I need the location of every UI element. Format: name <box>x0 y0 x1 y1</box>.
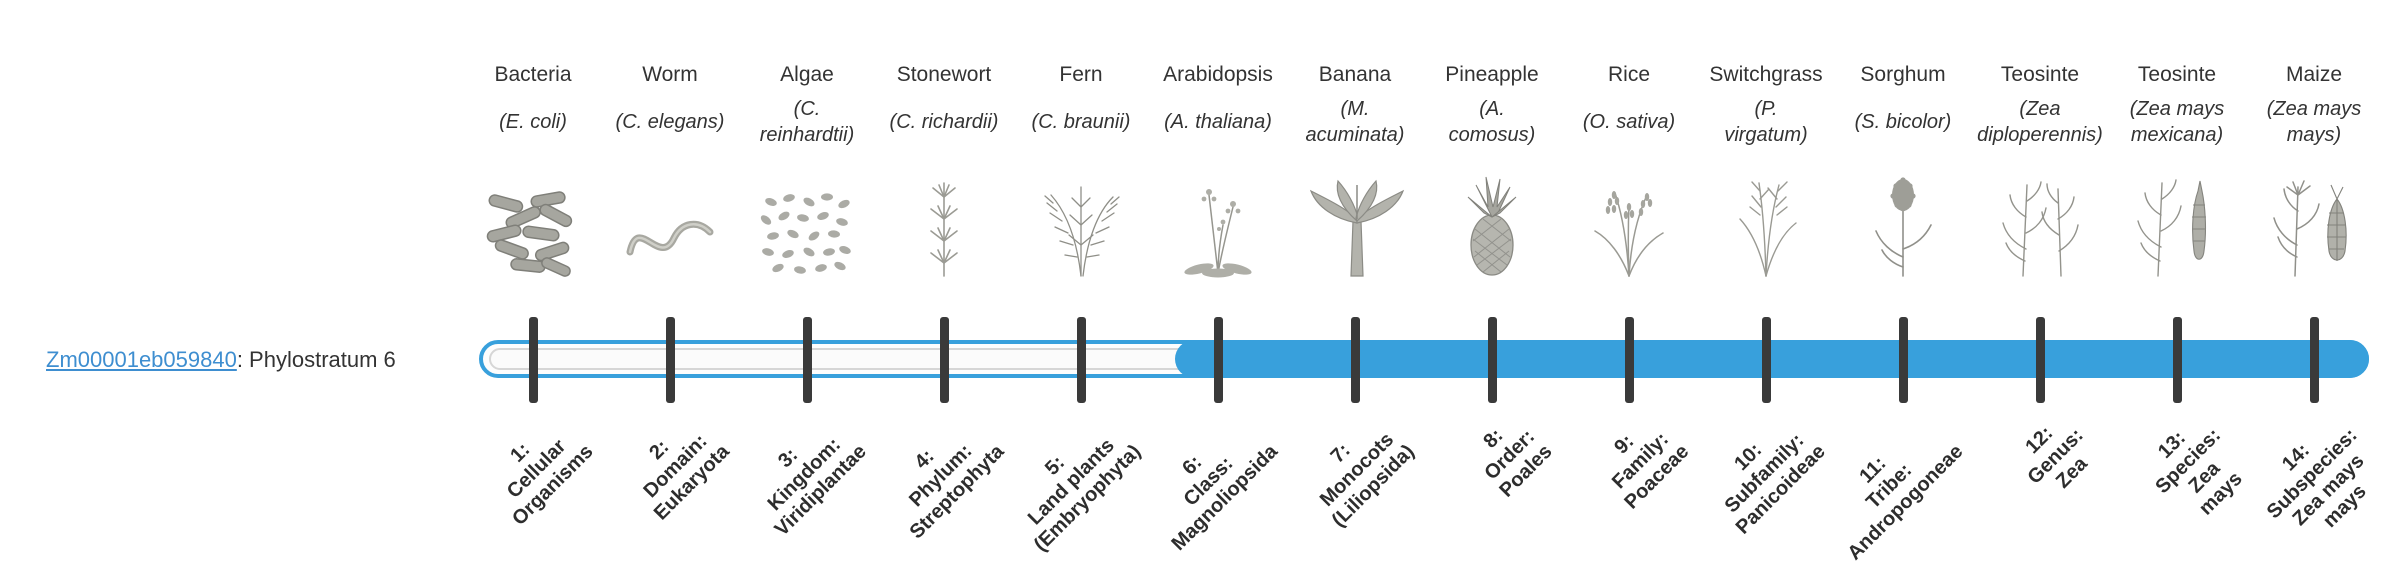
organism-name: Rice <box>1607 63 1650 86</box>
organism-name: Banana <box>1318 63 1392 86</box>
teosinte-icon <box>2137 179 2207 277</box>
phylostratum-label-9: 9: Family: Poaceae <box>1607 428 1694 514</box>
organism-scientific-name: (C. richardii) <box>889 111 999 133</box>
organism-column-worm: Worm (C. elegans) <box>585 62 755 278</box>
organism-name: Pineapple <box>1445 63 1539 86</box>
switchgrass-icon <box>1739 181 1797 277</box>
sorghum-icon <box>1875 177 1932 277</box>
organism-column-rice: Rice (O. sativa) <box>1544 62 1714 278</box>
gene-id-link[interactable]: Zm00001eb059840 <box>46 347 237 372</box>
phylostratum-tick-9 <box>1625 317 1634 403</box>
organism-column-sorghum: Sorghum (S. bicolor) <box>1818 62 1988 278</box>
organism-name: Worm <box>642 63 698 86</box>
algae-icon <box>760 193 851 274</box>
phylostratum-label-1: 1: Cellular Organisms <box>502 435 598 530</box>
organism-scientific-name: (C. reinhardtii) <box>759 98 855 146</box>
phylostratum-tick-3 <box>803 317 812 403</box>
organism-scientific-name: (Zea diploperennis) <box>1977 98 2103 146</box>
organism-scientific-name: (Zea mays mexicana) <box>2129 98 2225 146</box>
organism-scientific-name: (M. acuminata) <box>1305 98 1405 146</box>
banana-icon <box>1309 179 1405 277</box>
organism-name: Switchgrass <box>1709 63 1823 86</box>
organism-name: Fern <box>1059 63 1103 86</box>
organism-scientific-name: (Zea mays mays) <box>2266 98 2362 146</box>
organism-name: Teosinte <box>2137 63 2217 86</box>
fern-icon <box>1044 186 1120 277</box>
organism-scientific-name: (C. braunii) <box>1031 111 1131 133</box>
organism-name: Stonewort <box>896 63 992 86</box>
organism-column-pineapple: Pineapple (A. comosus) <box>1407 62 1577 278</box>
organism-column-teosinte-mexicana: Teosinte (Zea mays mexicana) <box>2092 62 2262 278</box>
maize-icon <box>2273 180 2347 277</box>
teosinte-icon <box>2002 181 2079 277</box>
phylostratum-label-14: 14: Subspecies: Zea mays mays <box>2262 424 2371 533</box>
organism-column-arabidopsis: Arabidopsis (A. thaliana) <box>1133 62 1303 278</box>
phylostratum-label-11: 11: Tribe: Andropogoneae <box>1843 440 1968 565</box>
organism-name: Teosinte <box>2000 63 2080 86</box>
stonewort-icon <box>930 182 958 277</box>
phylostratum-tick-5 <box>1077 317 1086 403</box>
rice-icon <box>1594 191 1664 277</box>
phylostratum-tick-2 <box>666 317 675 403</box>
phylostratum-tick-1 <box>529 317 538 403</box>
phylostratum-label-13: 13: Species: Zea mays <box>2151 424 2247 520</box>
organism-scientific-name: (E. coli) <box>499 111 567 133</box>
phylostratum-label-8: 8: Order: Poales <box>1478 424 1557 502</box>
organism-column-bacteria: Bacteria (E. coli) <box>448 62 618 278</box>
organism-column-stonewort: Stonewort (C. richardii) <box>859 62 1029 278</box>
phylostratum-tick-11 <box>1899 317 1908 403</box>
phylostratum-bar-fill <box>1175 340 2369 378</box>
organism-column-algae: Algae (C. reinhardtii) <box>722 62 892 278</box>
organism-scientific-name: (S. bicolor) <box>1854 111 1952 133</box>
organism-name: Algae <box>780 63 834 86</box>
organism-scientific-name: (C. elegans) <box>615 111 725 133</box>
worm-icon <box>626 220 714 256</box>
organism-name: Sorghum <box>1860 63 1946 86</box>
phylostratum-label-5: 5: Land plants (Embryophyta) <box>1023 434 1146 556</box>
phylostratum-tick-4 <box>940 317 949 403</box>
phylostratum-label-7: 7: Monocots (Liliopsida) <box>1316 428 1420 532</box>
phylostratum-tick-8 <box>1488 317 1497 403</box>
arabidopsis-icon <box>1184 189 1252 278</box>
organism-column-fern: Fern (C. braunii) <box>996 62 1166 278</box>
organism-column-maize: Maize (Zea mays mays) <box>2229 62 2399 278</box>
gene-label: Zm00001eb059840: Phylostratum 6 <box>46 347 396 373</box>
bacteria-icon <box>486 191 573 277</box>
organism-scientific-name: (O. sativa) <box>1582 111 1676 133</box>
organism-scientific-name: (P. virgatum) <box>1724 98 1808 146</box>
organism-column-switchgrass: Switchgrass (P. virgatum) <box>1681 62 1851 278</box>
phylostratum-tick-6 <box>1214 317 1223 403</box>
phylostratum-tick-13 <box>2173 317 2182 403</box>
organism-scientific-name: (A. thaliana) <box>1164 111 1272 133</box>
phylostratum-tick-10 <box>1762 317 1771 403</box>
phylostratum-label-12: 12: Genus: Zea <box>2021 422 2092 493</box>
phylostratum-label-3: 3: Kingdom: Viridiplantae <box>763 433 872 541</box>
gene-phylostratum-text: : Phylostratum 6 <box>236 347 396 372</box>
phylostratum-tick-7 <box>1351 317 1360 403</box>
organism-column-teosinte-diploperennis: Teosinte (Zea diploperennis) <box>1955 62 2125 278</box>
organism-scientific-name: (A. comosus) <box>1448 98 1536 146</box>
phylostratum-tick-12 <box>2036 317 2045 403</box>
organism-name: Maize <box>2285 63 2343 86</box>
organism-column-banana: Banana (M. acuminata) <box>1270 62 1440 278</box>
organism-name: Arabidopsis <box>1163 63 1273 86</box>
organism-name: Bacteria <box>494 63 572 86</box>
phylostratum-label-6: 6: Class: Magnoliopsida <box>1167 440 1283 556</box>
phylostratum-tick-14 <box>2310 317 2319 403</box>
phylostratum-label-10: 10: Subfamily: Panicoideae <box>1720 429 1831 539</box>
pineapple-icon <box>1467 176 1517 276</box>
phylostratum-label-4: 4: Phylum: Streptophyta <box>904 439 1009 544</box>
phylostratum-label-2: 2: Domain: Eukaryota <box>639 430 735 525</box>
